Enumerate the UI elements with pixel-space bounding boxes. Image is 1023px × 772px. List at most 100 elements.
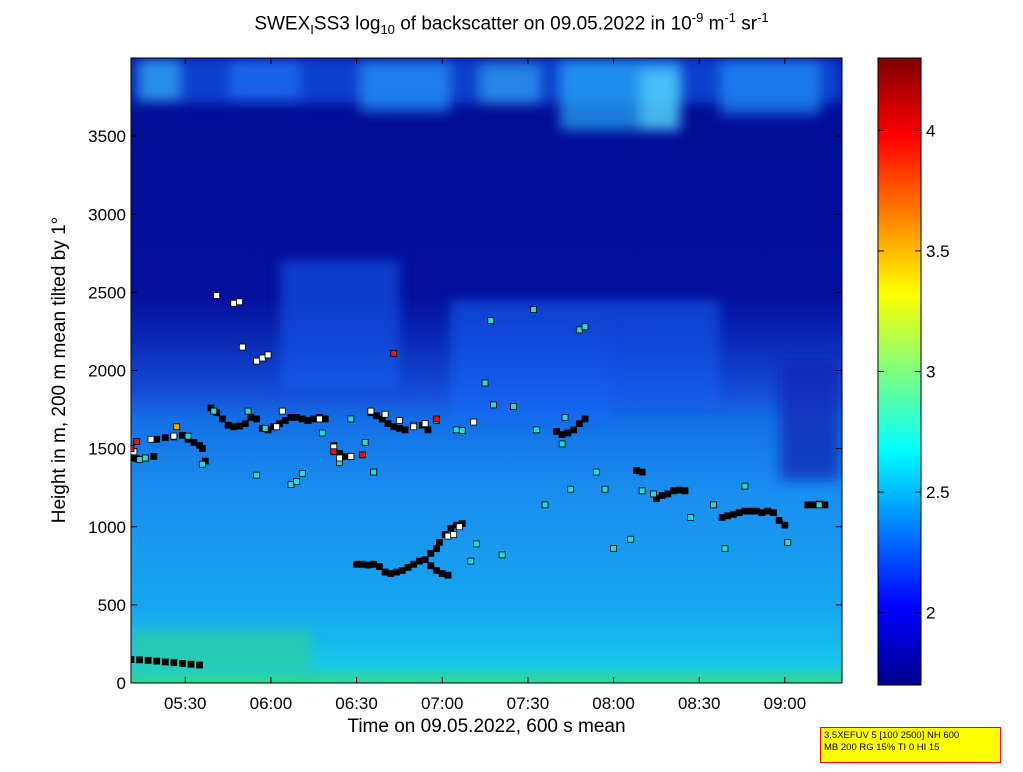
x-tick-label: 07:30 xyxy=(507,694,550,713)
data-marker-red-square xyxy=(433,415,440,423)
data-marker-white-square xyxy=(230,299,238,307)
data-marker-black-square xyxy=(236,422,243,430)
data-marker-black-square xyxy=(747,507,755,515)
data-marker-black-square xyxy=(424,426,432,434)
x-tick-label: 08:30 xyxy=(678,694,721,713)
data-marker-black-square xyxy=(353,560,360,568)
data-marker-black-square xyxy=(396,424,403,432)
data-marker-black-square xyxy=(447,524,455,532)
data-marker-white-square xyxy=(147,435,155,443)
data-marker-black-square xyxy=(136,656,143,664)
data-marker-black-square xyxy=(752,507,760,515)
data-marker-black-square xyxy=(718,513,726,521)
info-line-2: MB 200 RG 15% TI 0 HI 15 xyxy=(824,742,940,753)
data-marker-black-square xyxy=(381,568,389,576)
data-marker-cyan-square xyxy=(687,513,695,521)
colorbar-tick-label: 4 xyxy=(926,121,935,140)
data-marker-black-square xyxy=(658,492,666,499)
data-marker-black-square xyxy=(161,658,169,666)
data-marker-black-square xyxy=(410,560,418,568)
x-axis: 05:30 06:00 06:30 07:00 07:30 08:00 08:30 09:00 xyxy=(164,58,806,713)
data-marker-cyan-square xyxy=(721,545,729,553)
data-marker-black-square xyxy=(384,420,392,428)
data-marker-black-square xyxy=(144,656,152,664)
data-marker-black-square xyxy=(241,420,249,428)
data-marker-cyan-square xyxy=(567,485,575,493)
data-marker-black-square xyxy=(370,560,378,568)
data-marker-white-square xyxy=(450,531,458,538)
data-marker-white-square xyxy=(396,417,403,424)
info-line-1: 3.5XEFUV 5 [100 2500] NH 600 xyxy=(824,730,960,741)
data-marker-cyan-square xyxy=(210,407,218,415)
data-marker-black-square xyxy=(178,431,186,439)
data-marker-cyan-square xyxy=(741,482,749,490)
data-marker-black-square xyxy=(253,415,261,423)
data-marker-cyan-square xyxy=(510,403,518,410)
data-marker-black-square xyxy=(770,509,777,517)
data-marker-black-square xyxy=(670,487,677,495)
data-marker-cyan-square xyxy=(593,468,600,476)
data-marker-black-square xyxy=(170,659,178,667)
data-marker-cyan-square xyxy=(473,540,480,548)
data-marker-black-square xyxy=(444,571,452,579)
data-marker-white-square xyxy=(236,298,243,306)
data-marker-black-square xyxy=(178,660,186,667)
data-marker-black-square xyxy=(373,412,380,420)
data-marker-black-square xyxy=(564,429,572,437)
colorbar-tick-label: 3 xyxy=(926,363,935,382)
data-marker-black-square xyxy=(553,428,560,435)
data-marker-cyan-square xyxy=(481,379,489,387)
data-marker-cyan-square xyxy=(347,415,355,423)
data-marker-white-square xyxy=(253,357,261,365)
y-tick-label: 1000 xyxy=(88,518,126,537)
data-marker-white-square xyxy=(455,523,463,531)
data-marker-white-square xyxy=(367,407,375,415)
data-marker-black-square xyxy=(427,549,435,557)
data-marker-black-square xyxy=(224,421,232,429)
data-marker-black-square xyxy=(304,417,312,424)
data-marker-black-square xyxy=(364,561,372,569)
data-marker-cyan-square xyxy=(541,501,549,509)
colorbar-tick-label: 2 xyxy=(926,604,935,623)
x-tick-label: 07:00 xyxy=(421,694,464,713)
data-marker-black-square xyxy=(287,413,295,421)
data-marker-cyan-square xyxy=(601,485,609,493)
data-marker-black-square xyxy=(581,415,589,423)
data-marker-black-square xyxy=(376,563,383,570)
data-marker-black-square xyxy=(161,434,169,442)
data-marker-cyan-square xyxy=(561,413,569,421)
data-marker-cyan-square xyxy=(815,501,823,509)
data-marker-orange-square xyxy=(173,423,181,431)
data-marker-black-square xyxy=(735,509,743,517)
data-marker-black-square xyxy=(821,501,829,509)
data-marker-black-square xyxy=(390,423,398,431)
data-marker-black-square xyxy=(741,507,749,515)
data-marker-black-square xyxy=(421,556,429,563)
data-marker-black-square xyxy=(153,435,161,443)
data-marker-white-square xyxy=(470,418,478,426)
data-marker-black-square xyxy=(321,415,329,423)
data-marker-black-square xyxy=(570,426,577,434)
data-marker-cyan-square xyxy=(184,432,192,440)
data-marker-red-square xyxy=(330,448,338,456)
data-marker-cyan-square xyxy=(141,454,149,462)
data-marker-cyan-square xyxy=(710,501,717,509)
data-marker-cyan-square xyxy=(638,487,646,495)
data-marker-black-square xyxy=(804,501,812,509)
data-marker-black-square xyxy=(196,661,203,669)
data-marker-black-square xyxy=(310,415,318,423)
data-marker-cyan-square xyxy=(298,470,306,478)
data-marker-white-square xyxy=(421,420,429,428)
colorbar xyxy=(877,57,922,686)
data-marker-white-square xyxy=(410,423,418,431)
data-marker-cyan-square xyxy=(487,317,495,324)
data-marker-cyan-square xyxy=(581,323,589,331)
data-marker-cyan-square xyxy=(610,545,617,553)
data-marker-cyan-square xyxy=(370,468,378,476)
data-marker-cyan-square xyxy=(530,306,538,313)
colorbar-tick-label: 3.5 xyxy=(926,242,950,261)
data-marker-red-square xyxy=(131,445,135,453)
data-marker-black-square xyxy=(393,568,400,576)
data-marker-cyan-square xyxy=(533,426,540,434)
